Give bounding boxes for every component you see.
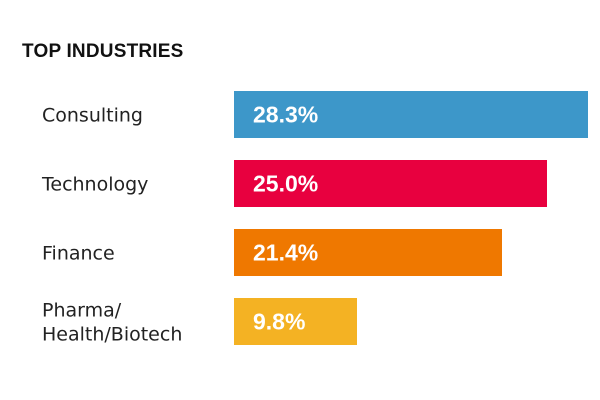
category-label-1: Consulting xyxy=(42,105,143,127)
category-label-4-line-1: Pharma/ xyxy=(42,300,122,322)
bar-4 xyxy=(234,298,357,345)
value-label-1: 28.3% xyxy=(253,102,318,128)
bar-2 xyxy=(234,160,547,207)
bars-layer: 28.3% Consulting 25.0% Technology 21.4% Finan… xyxy=(41,91,588,346)
value-label-4: 9.8% xyxy=(253,309,305,335)
category-label-4-line-2: Health/Biotech xyxy=(42,324,182,346)
bar-3 xyxy=(234,229,502,276)
bar-1 xyxy=(234,91,588,138)
value-label-3: 21.4% xyxy=(253,240,318,266)
category-label-3: Finance xyxy=(42,243,115,265)
value-label-2: 25.0% xyxy=(253,171,318,197)
chart-title: TOP INDUSTRIES xyxy=(22,41,184,62)
category-label-2: Technology xyxy=(41,174,148,196)
